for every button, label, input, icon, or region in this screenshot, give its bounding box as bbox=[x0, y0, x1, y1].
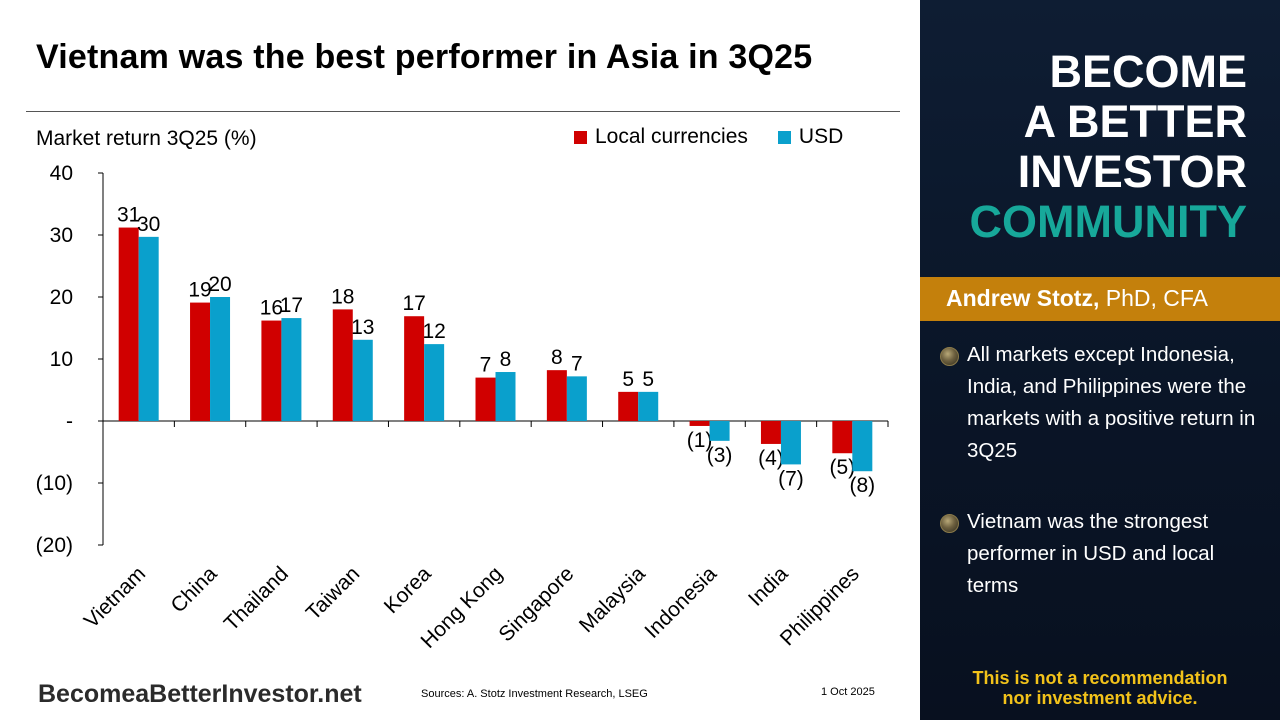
bar-usd bbox=[566, 376, 587, 421]
author-name: Andrew Stotz, bbox=[946, 285, 1100, 311]
bar-local bbox=[118, 227, 139, 421]
bar-local bbox=[832, 421, 853, 454]
category-label: India bbox=[744, 562, 793, 611]
data-label: 7 bbox=[571, 352, 583, 375]
bar-local bbox=[190, 302, 211, 421]
bar-usd bbox=[495, 372, 516, 421]
bar-local bbox=[760, 421, 781, 444]
bullet-text: All markets except Indonesia, India, and… bbox=[967, 343, 1256, 462]
category-label: Vietnam bbox=[80, 562, 150, 632]
data-label: 8 bbox=[551, 346, 563, 369]
category-label: Malaysia bbox=[575, 562, 650, 637]
data-label: 12 bbox=[422, 320, 445, 343]
y-tick-label: 30 bbox=[50, 224, 73, 247]
sidebar: BECOME A BETTER INVESTOR COMMUNITY Andre… bbox=[920, 0, 1280, 720]
y-tick-label: 10 bbox=[50, 348, 73, 371]
bar-usd bbox=[210, 297, 231, 421]
bar-usd bbox=[138, 236, 159, 421]
data-label: 5 bbox=[642, 368, 654, 391]
category-label: Singapore bbox=[494, 562, 578, 646]
data-label: 17 bbox=[280, 294, 303, 317]
y-tick-label: 40 bbox=[50, 162, 73, 185]
disclaimer-line-2: nor investment advice. bbox=[1002, 688, 1198, 708]
bar-local bbox=[546, 370, 567, 421]
bar-local bbox=[332, 309, 353, 421]
hero-line-investor: INVESTOR bbox=[1017, 146, 1247, 197]
legend-item-usd: USD bbox=[777, 125, 844, 149]
data-label: 16 bbox=[260, 297, 283, 320]
data-label: 31 bbox=[117, 204, 140, 227]
bullet-dot-icon bbox=[940, 347, 959, 366]
hero-line-a-better: A BETTER bbox=[1023, 96, 1247, 147]
author-credentials: PhD, CFA bbox=[1099, 285, 1208, 311]
title-divider bbox=[26, 111, 900, 112]
data-label: 19 bbox=[188, 279, 211, 302]
data-label: (8) bbox=[849, 474, 875, 497]
hero-line-community: COMMUNITY bbox=[969, 196, 1247, 247]
data-label: 5 bbox=[622, 368, 634, 391]
data-label: 17 bbox=[402, 292, 425, 315]
date-label: 1 Oct 2025 bbox=[821, 686, 875, 698]
bar-local bbox=[261, 320, 282, 421]
bar-local bbox=[404, 316, 425, 421]
legend-label-local: Local currencies bbox=[595, 125, 748, 148]
data-label: 30 bbox=[137, 213, 160, 236]
bar-usd bbox=[281, 318, 302, 421]
data-label: (4) bbox=[758, 447, 784, 470]
y-tick-label: (20) bbox=[36, 534, 73, 557]
y-axis-label: Market return 3Q25 (%) bbox=[36, 127, 257, 150]
bar-usd bbox=[709, 421, 730, 441]
chart-legend: Local currencies USD bbox=[574, 125, 865, 149]
hero-line-become: BECOME bbox=[1049, 46, 1247, 97]
category-label: Indonesia bbox=[640, 562, 721, 643]
legend-item-local: Local currencies bbox=[574, 125, 748, 149]
bar-usd bbox=[852, 421, 873, 472]
bar-chart: 40302010-(10)(20)3130Vietnam1920China161… bbox=[36, 162, 889, 653]
category-label: Taiwan bbox=[302, 562, 364, 624]
bar-usd bbox=[352, 339, 373, 421]
category-label: Thailand bbox=[220, 562, 293, 635]
bullet-text: Vietnam was the strongest performer in U… bbox=[967, 510, 1215, 597]
data-label: (3) bbox=[707, 444, 733, 467]
data-label: (1) bbox=[687, 429, 713, 452]
disclaimer-line-1: This is not a recommendation bbox=[972, 668, 1228, 688]
data-label: (5) bbox=[829, 456, 855, 479]
legend-swatch-usd bbox=[777, 130, 791, 144]
bar-local bbox=[618, 391, 639, 421]
y-tick-label: (10) bbox=[36, 472, 73, 495]
disclaimer: This is not a recommendation nor investm… bbox=[920, 668, 1280, 708]
chart-panel: Vietnam was the best performer in Asia i… bbox=[26, 38, 900, 708]
bar-usd bbox=[424, 344, 445, 421]
y-tick-label: 20 bbox=[50, 286, 73, 309]
legend-swatch-local bbox=[574, 130, 587, 144]
bar-usd bbox=[780, 421, 801, 465]
data-label: 20 bbox=[208, 273, 231, 296]
author-credit: Andrew Stotz, PhD, CFA bbox=[946, 285, 1208, 312]
data-label: 13 bbox=[351, 316, 374, 339]
data-label: 18 bbox=[331, 285, 354, 308]
category-label: China bbox=[167, 562, 222, 617]
category-label: Korea bbox=[380, 562, 436, 618]
bullet-dot-icon bbox=[940, 514, 959, 533]
bar-local bbox=[475, 377, 496, 421]
y-tick-label: - bbox=[66, 410, 73, 433]
page-title: Vietnam was the best performer in Asia i… bbox=[36, 38, 813, 76]
data-label: 8 bbox=[500, 348, 512, 371]
legend-label-usd: USD bbox=[798, 125, 844, 148]
data-label: (7) bbox=[778, 467, 804, 490]
data-label: 7 bbox=[480, 354, 492, 377]
author-band bbox=[920, 277, 1280, 321]
brand-logo-text: BecomeaBetterInvestor.net bbox=[38, 680, 362, 708]
source-note: Sources: A. Stotz Investment Research, L… bbox=[421, 688, 648, 700]
bar-local bbox=[689, 421, 710, 426]
bar-usd bbox=[638, 391, 659, 421]
